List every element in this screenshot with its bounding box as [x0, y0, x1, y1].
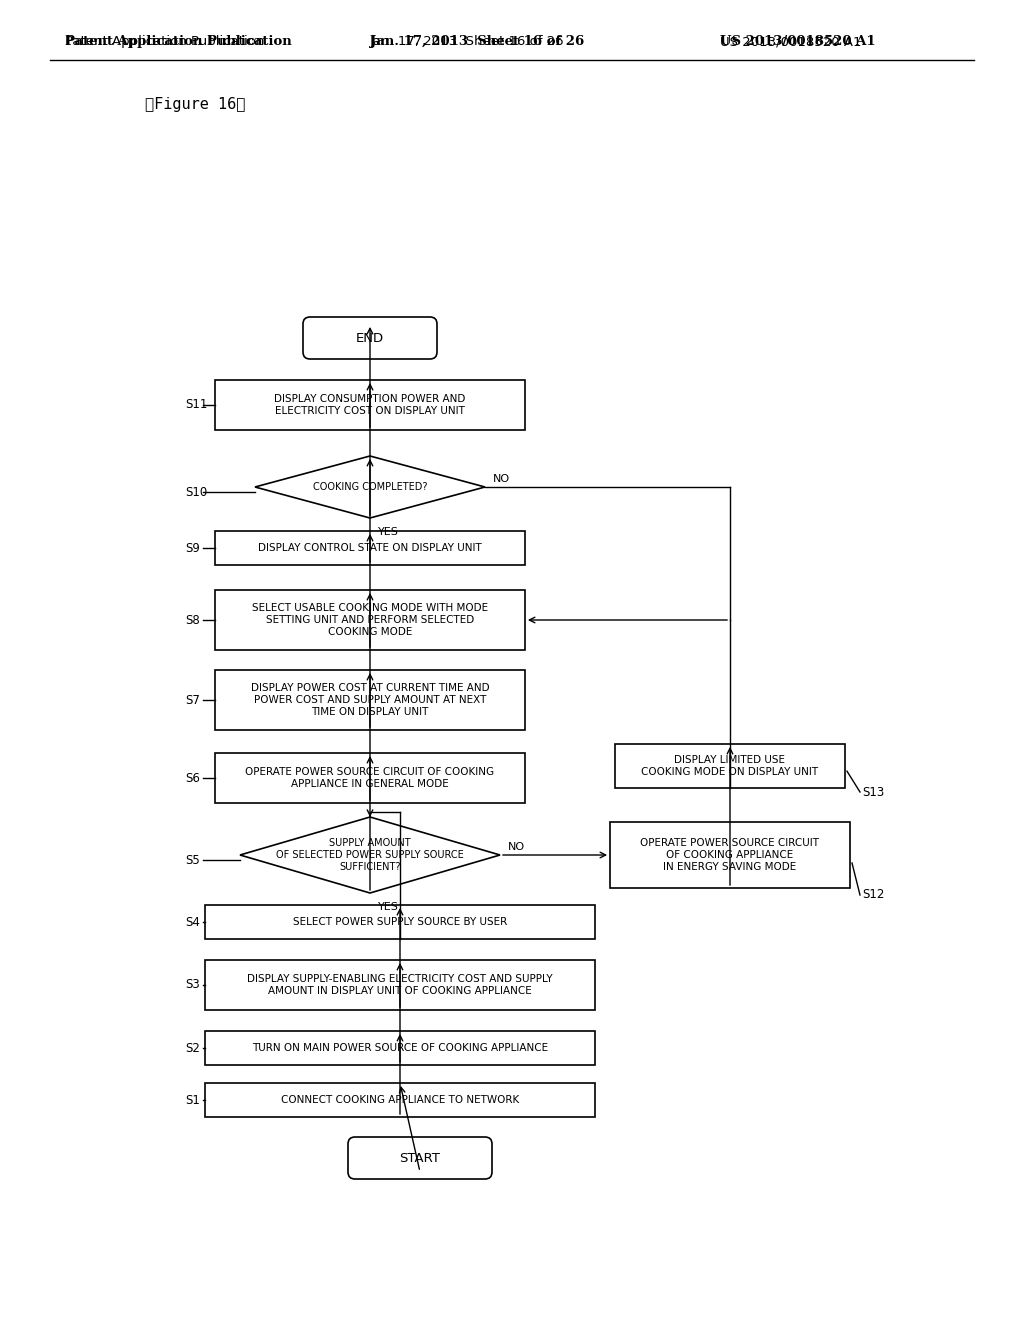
FancyBboxPatch shape	[348, 1137, 492, 1179]
Text: DISPLAY SUPPLY-ENABLING ELECTRICITY COST AND SUPPLY
AMOUNT IN DISPLAY UNIT OF CO: DISPLAY SUPPLY-ENABLING ELECTRICITY COST…	[247, 974, 553, 995]
Text: US 2013/0018520 A1: US 2013/0018520 A1	[720, 36, 876, 49]
Text: Patent Application Publication: Patent Application Publication	[65, 36, 292, 49]
Text: CONNECT COOKING APPLIANCE TO NETWORK: CONNECT COOKING APPLIANCE TO NETWORK	[281, 1096, 519, 1105]
Bar	[215, 590, 525, 649]
Text: S3: S3	[185, 978, 200, 991]
Text: SUPPLY AMOUNT
OF SELECTED POWER SUPPLY SOURCE
SUFFICIENT?: SUPPLY AMOUNT OF SELECTED POWER SUPPLY S…	[276, 838, 464, 871]
Bar	[205, 1082, 595, 1117]
Bar	[215, 380, 525, 430]
Text: US 2013/0018520 A1: US 2013/0018520 A1	[720, 36, 861, 49]
Bar	[215, 531, 525, 565]
Text: YES: YES	[378, 527, 399, 537]
Text: S5: S5	[185, 854, 200, 866]
Text: DISPLAY CONSUMPTION POWER AND
ELECTRICITY COST ON DISPLAY UNIT: DISPLAY CONSUMPTION POWER AND ELECTRICIT…	[274, 395, 466, 416]
Text: OPERATE POWER SOURCE CIRCUIT OF COOKING
APPLIANCE IN GENERAL MODE: OPERATE POWER SOURCE CIRCUIT OF COOKING …	[246, 767, 495, 789]
Text: YES: YES	[378, 902, 399, 912]
Polygon shape	[240, 817, 500, 894]
Text: END: END	[356, 331, 384, 345]
Text: S10: S10	[185, 486, 207, 499]
Bar	[205, 906, 595, 939]
Text: S1: S1	[185, 1093, 200, 1106]
Bar	[615, 744, 845, 788]
Text: OPERATE POWER SOURCE CIRCUIT
OF COOKING APPLIANCE
IN ENERGY SAVING MODE: OPERATE POWER SOURCE CIRCUIT OF COOKING …	[640, 838, 819, 871]
Text: DISPLAY POWER COST AT CURRENT TIME AND
POWER COST AND SUPPLY AMOUNT AT NEXT
TIME: DISPLAY POWER COST AT CURRENT TIME AND P…	[251, 684, 489, 717]
Bar	[610, 822, 850, 888]
Bar	[205, 1031, 595, 1065]
Text: S9: S9	[185, 541, 200, 554]
Text: START: START	[399, 1151, 440, 1164]
Text: NO: NO	[493, 474, 510, 484]
Text: 【Figure 16】: 【Figure 16】	[145, 98, 246, 112]
Text: S6: S6	[185, 771, 200, 784]
Text: SELECT USABLE COOKING MODE WITH MODE
SETTING UNIT AND PERFORM SELECTED
COOKING M: SELECT USABLE COOKING MODE WITH MODE SET…	[252, 603, 488, 636]
Text: DISPLAY CONTROL STATE ON DISPLAY UNIT: DISPLAY CONTROL STATE ON DISPLAY UNIT	[258, 543, 482, 553]
Text: NO: NO	[508, 842, 525, 851]
Text: S13: S13	[862, 785, 885, 799]
Text: TURN ON MAIN POWER SOURCE OF COOKING APPLIANCE: TURN ON MAIN POWER SOURCE OF COOKING APP…	[252, 1043, 548, 1053]
Bar	[215, 671, 525, 730]
Text: S4: S4	[185, 916, 200, 928]
Text: DISPLAY LIMITED USE
COOKING MODE ON DISPLAY UNIT: DISPLAY LIMITED USE COOKING MODE ON DISP…	[641, 755, 818, 776]
Text: S8: S8	[185, 614, 200, 627]
Text: S11: S11	[185, 399, 208, 412]
Text: SELECT POWER SUPPLY SOURCE BY USER: SELECT POWER SUPPLY SOURCE BY USER	[293, 917, 507, 927]
Text: S7: S7	[185, 693, 200, 706]
Text: Jan. 17, 2013  Sheet 16 of 26: Jan. 17, 2013 Sheet 16 of 26	[370, 36, 585, 49]
Bar	[215, 752, 525, 803]
Text: S2: S2	[185, 1041, 200, 1055]
Bar	[205, 960, 595, 1010]
Text: Jan. 17, 2013  Sheet 16 of 26: Jan. 17, 2013 Sheet 16 of 26	[370, 36, 564, 49]
Text: COOKING COMPLETED?: COOKING COMPLETED?	[312, 482, 427, 492]
FancyBboxPatch shape	[303, 317, 437, 359]
Polygon shape	[255, 455, 485, 517]
Text: S12: S12	[862, 888, 885, 902]
Text: Patent Application Publication: Patent Application Publication	[65, 36, 264, 49]
